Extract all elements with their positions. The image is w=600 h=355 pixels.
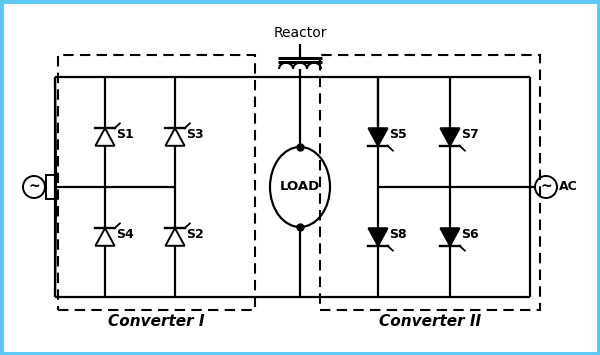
- Text: Converter I: Converter I: [108, 314, 205, 329]
- Text: S3: S3: [187, 129, 204, 142]
- Text: LOAD: LOAD: [280, 180, 320, 193]
- Text: ~: ~: [540, 180, 552, 194]
- Text: S4: S4: [116, 229, 134, 241]
- Text: S5: S5: [389, 129, 407, 142]
- Text: Reactor: Reactor: [273, 26, 327, 40]
- Polygon shape: [368, 128, 388, 146]
- Text: Converter II: Converter II: [379, 314, 481, 329]
- Text: ~: ~: [28, 180, 40, 194]
- Polygon shape: [440, 128, 460, 146]
- Text: S2: S2: [187, 229, 205, 241]
- Polygon shape: [440, 228, 460, 246]
- Text: S6: S6: [461, 229, 479, 241]
- Text: S1: S1: [116, 129, 134, 142]
- Polygon shape: [368, 228, 388, 246]
- Text: S7: S7: [461, 129, 479, 142]
- Text: S8: S8: [389, 229, 407, 241]
- Text: AC: AC: [559, 180, 578, 193]
